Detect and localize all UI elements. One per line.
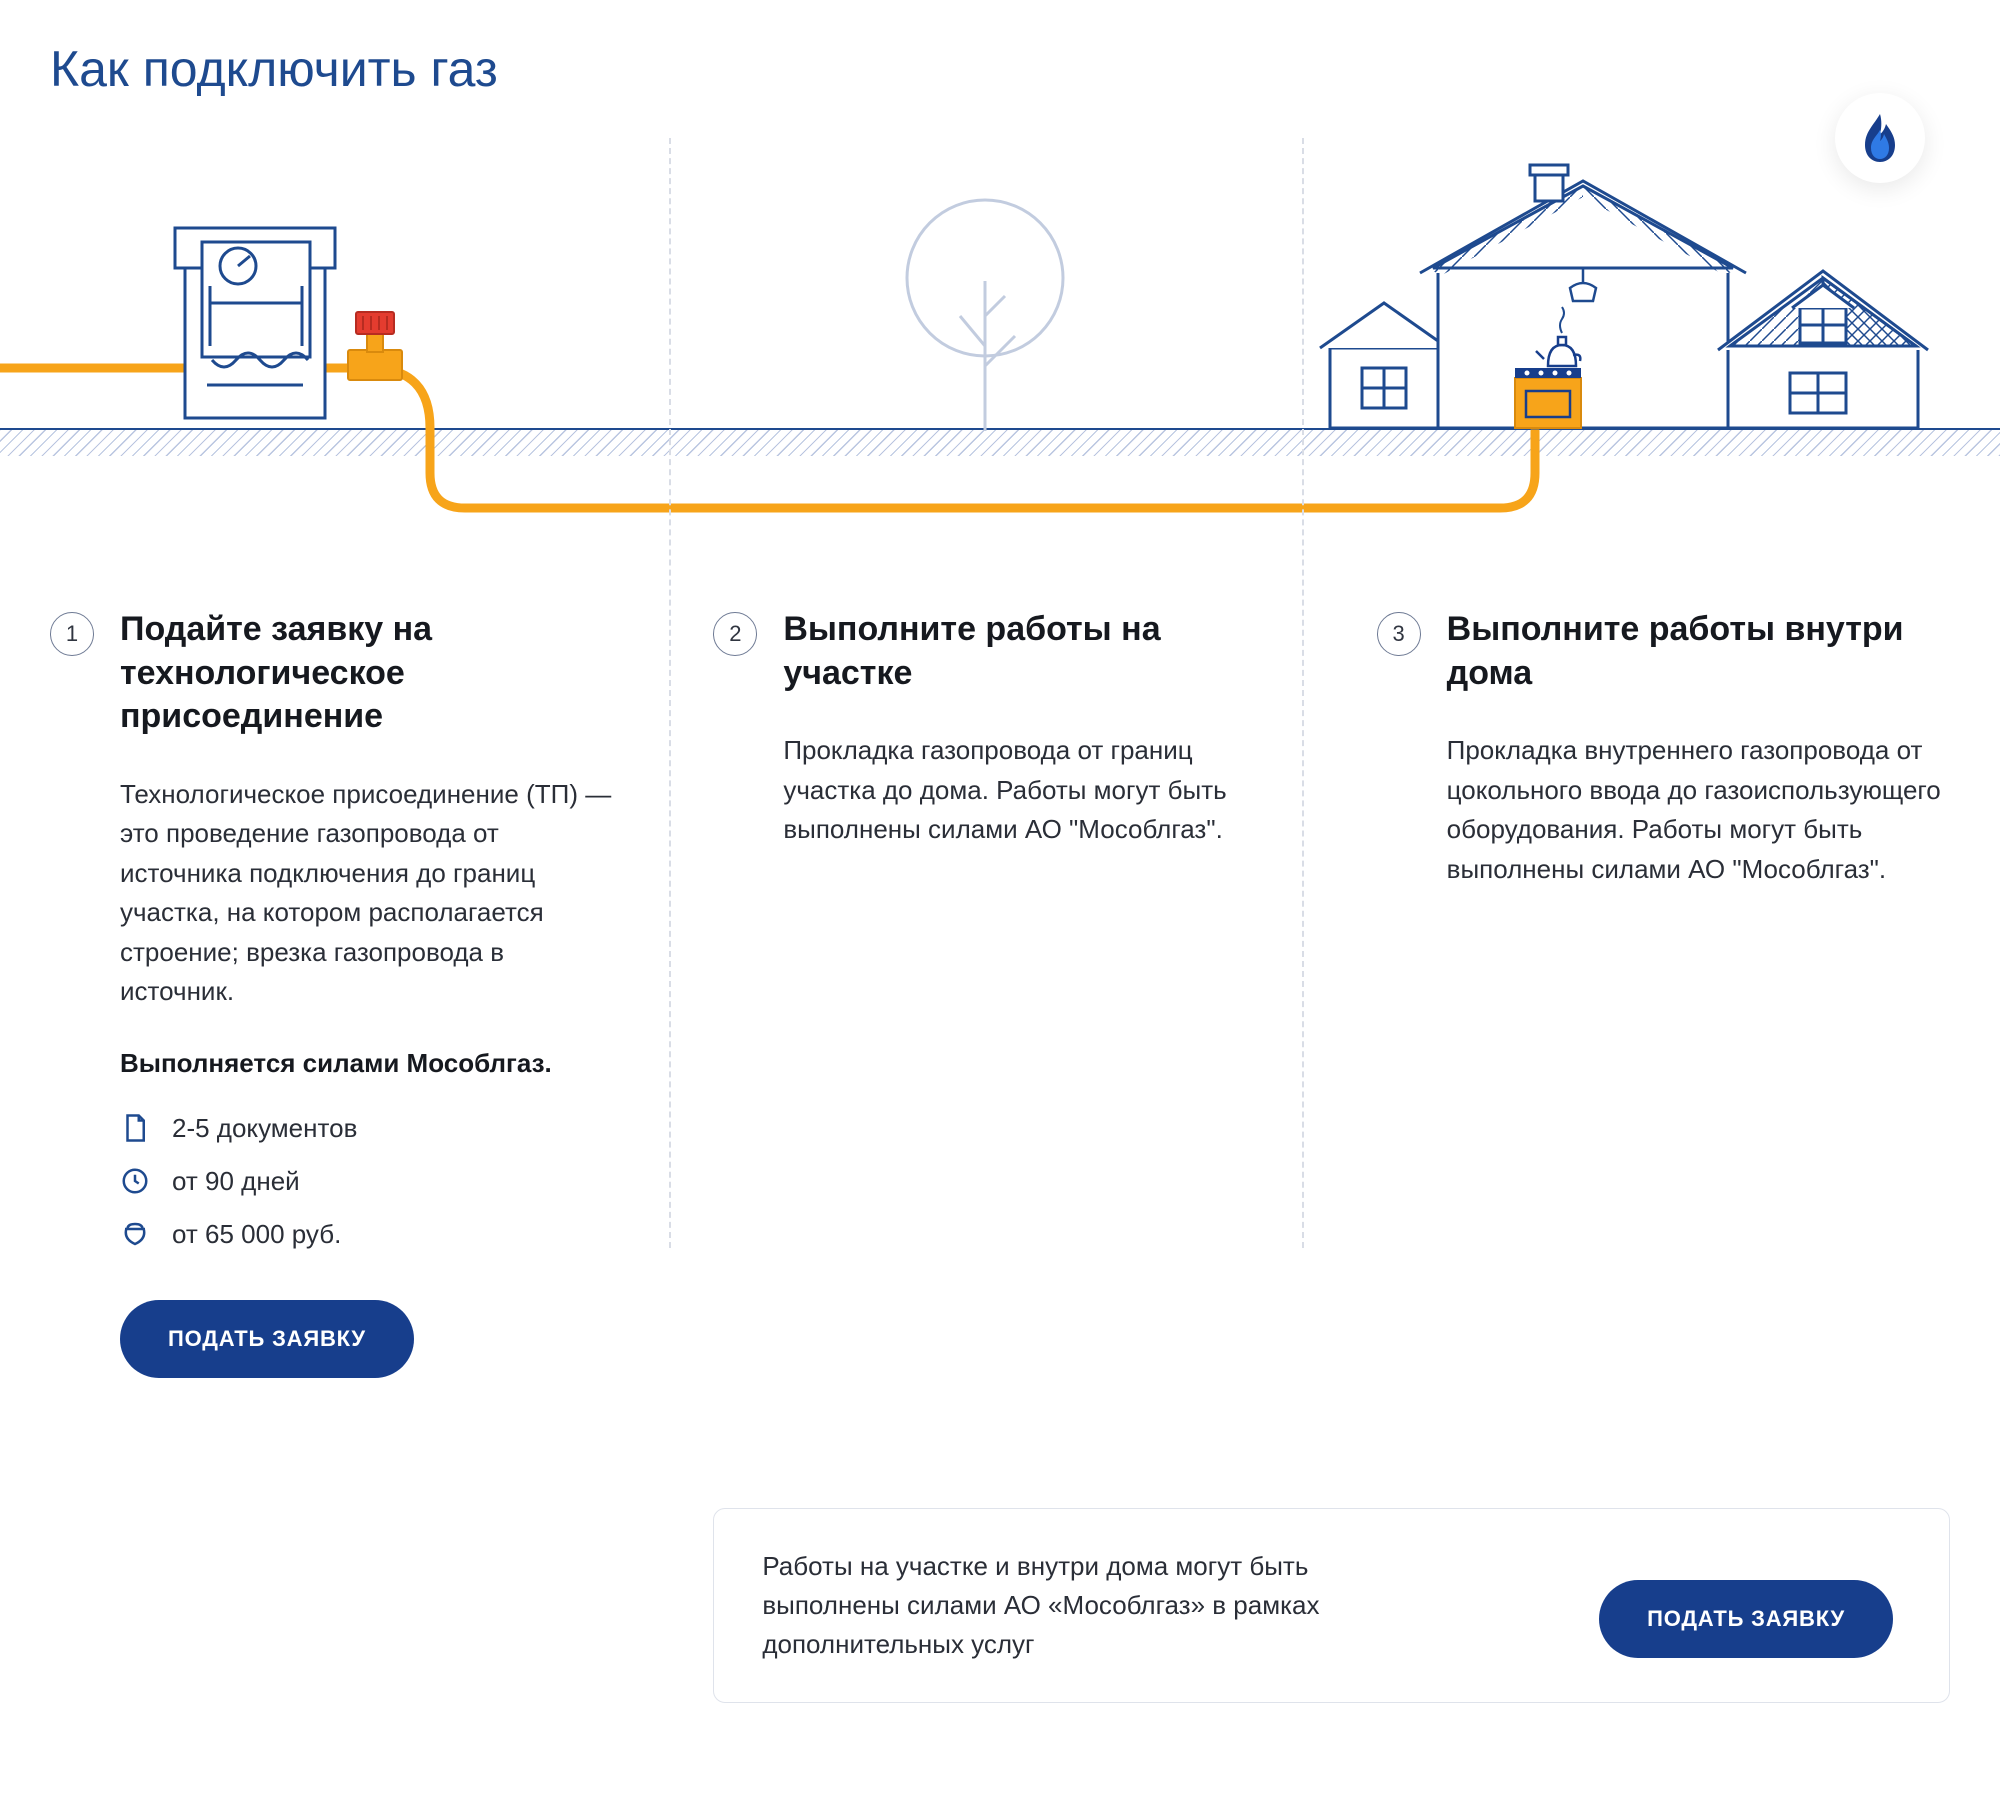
callout-submit-button[interactable]: ПОДАТЬ ЗАЯВКУ xyxy=(1599,1580,1893,1658)
step-3: 3 Выполните работы внутри дома Прокладка… xyxy=(1377,608,1950,1378)
step-description: Прокладка внутреннего газопровода от цок… xyxy=(1447,731,1950,889)
step-number: 2 xyxy=(713,612,757,656)
clock-icon xyxy=(120,1166,150,1196)
step-number: 1 xyxy=(50,612,94,656)
meta-text: 2-5 документов xyxy=(172,1113,357,1144)
step-1: 1 Подайте заявку на технологическое прис… xyxy=(50,608,623,1378)
step-title: Выполните работы внутри дома xyxy=(1447,608,1950,695)
money-icon xyxy=(120,1219,150,1249)
callout-box: Работы на участке и внутри дома могут бы… xyxy=(713,1508,1950,1703)
tree-illustration xyxy=(880,196,1090,431)
illustration-row xyxy=(50,138,1950,508)
step-2: 2 Выполните работы на участке Прокладка … xyxy=(713,608,1286,1378)
page-title: Как подключить газ xyxy=(50,40,1950,98)
step-title: Выполните работы на участке xyxy=(783,608,1286,695)
steps-grid: 1 Подайте заявку на технологическое прис… xyxy=(50,608,1950,1703)
flame-icon xyxy=(1859,112,1901,164)
submit-application-button[interactable]: ПОДАТЬ ЗАЯВКУ xyxy=(120,1300,414,1378)
meta-price: от 65 000 руб. xyxy=(120,1219,623,1250)
step-title: Подайте заявку на технологическое присое… xyxy=(120,608,623,739)
valve-station-illustration xyxy=(170,228,430,428)
step-description: Технологическое присоединение (ТП) — это… xyxy=(120,775,623,1012)
flame-badge[interactable] xyxy=(1835,93,1925,183)
callout-text: Работы на участке и внутри дома могут бы… xyxy=(762,1547,1322,1664)
meta-text: от 65 000 руб. xyxy=(172,1219,341,1250)
meta-days: от 90 дней xyxy=(120,1166,623,1197)
step-description: Прокладка газопровода от границ участка … xyxy=(783,731,1286,850)
meta-text: от 90 дней xyxy=(172,1166,300,1197)
meta-documents: 2-5 документов xyxy=(120,1113,623,1144)
step-note: Выполняется силами Мособлгаз. xyxy=(120,1044,623,1083)
step-number: 3 xyxy=(1377,612,1421,656)
step-meta-list: 2-5 документов от 90 дней от 65 000 руб. xyxy=(120,1113,623,1250)
document-icon xyxy=(120,1113,150,1143)
house-illustration xyxy=(1330,173,1930,433)
